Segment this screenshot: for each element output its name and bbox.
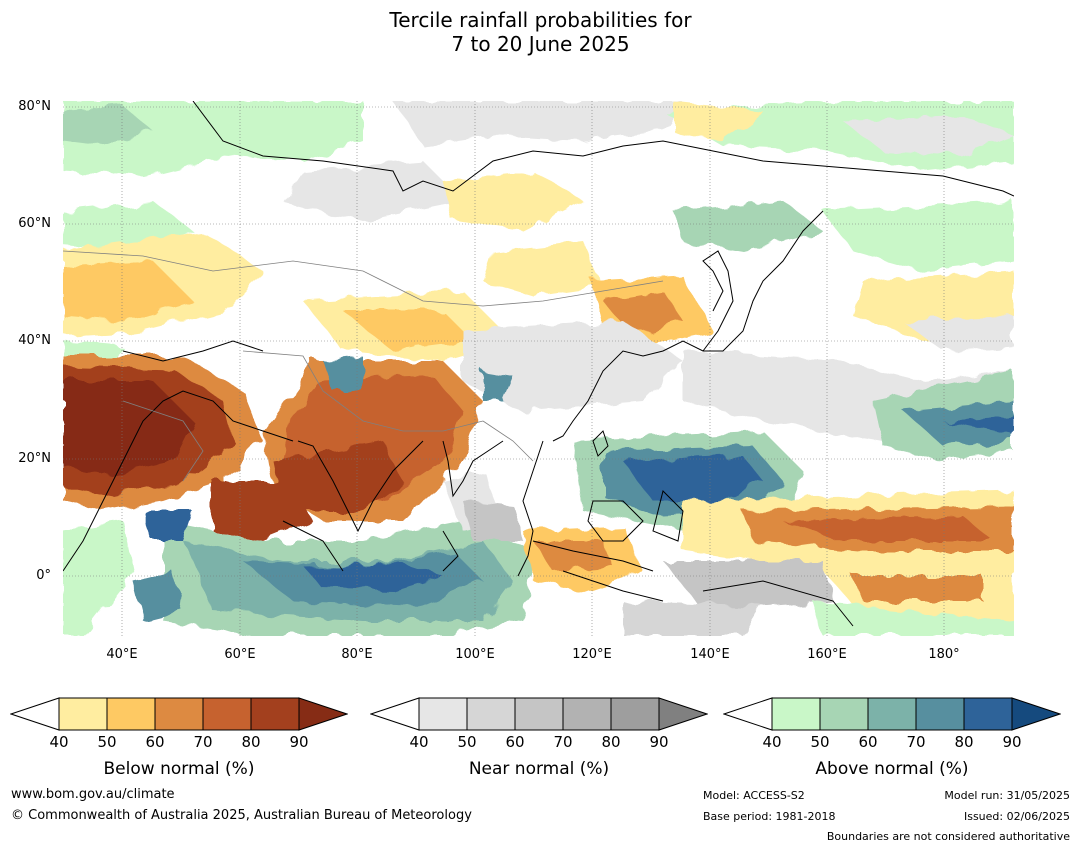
below-tick-70: 70 [193, 733, 213, 751]
below-normal-label: Below normal (%) [103, 759, 255, 779]
country-borders [63, 250, 664, 482]
lon-tick-60e: 60°E [224, 647, 256, 662]
near-tick-70: 70 [553, 733, 573, 751]
near-tick-80: 80 [601, 733, 621, 751]
lon-tick-180: 180° [928, 647, 960, 662]
base-period-text: Base period: 1981-2018 [703, 810, 836, 823]
above-normal-colorbar [723, 697, 1061, 731]
below-normal-colorbar [10, 697, 348, 731]
coastlines [63, 101, 1014, 627]
copyright-text: © Commonwealth of Australia 2025, Austra… [11, 808, 472, 823]
below-tick-60: 60 [145, 733, 165, 751]
above-tick-60: 60 [858, 733, 878, 751]
above-lower-arrow [723, 697, 773, 731]
above-tick-50: 50 [810, 733, 830, 751]
lat-tick-0: 0° [36, 568, 51, 583]
boundaries-disclaimer: Boundaries are not considered authoritat… [826, 830, 1070, 843]
below-upper-arrow [298, 697, 348, 731]
lat-tick-20n: 20°N [18, 451, 51, 466]
below-lower-arrow [10, 697, 60, 731]
graticule [63, 101, 1014, 636]
near-tick-60: 60 [505, 733, 525, 751]
above-tick-40: 40 [762, 733, 782, 751]
issued-text: Issued: 02/06/2025 [963, 810, 1070, 823]
below-tick-40: 40 [49, 733, 69, 751]
model-text: Model: ACCESS-S2 [703, 789, 805, 802]
near-tick-40: 40 [409, 733, 429, 751]
probability-shading [63, 101, 1014, 636]
title-line-1: Tercile rainfall probabilities for [389, 8, 692, 32]
lat-tick-80n: 80°N [18, 99, 51, 114]
title-line-2: 7 to 20 June 2025 [451, 32, 630, 56]
lon-tick-160e: 160°E [807, 647, 847, 662]
lon-tick-40e: 40°E [106, 647, 138, 662]
near-tick-90: 90 [649, 733, 669, 751]
lon-tick-120e: 120°E [572, 647, 612, 662]
lat-tick-60n: 60°N [18, 216, 51, 231]
website-link[interactable]: www.bom.gov.au/climate [11, 787, 175, 802]
map-title: Tercile rainfall probabilities for 7 to … [0, 8, 1081, 56]
above-tick-70: 70 [906, 733, 926, 751]
below-tick-80: 80 [241, 733, 261, 751]
near-tick-50: 50 [457, 733, 477, 751]
near-lower-arrow [370, 697, 420, 731]
rainfall-probability-map [63, 101, 1014, 636]
above-upper-arrow [1011, 697, 1061, 731]
lon-tick-140e: 140°E [690, 647, 730, 662]
above-tick-80: 80 [954, 733, 974, 751]
near-normal-colorbar [370, 697, 708, 731]
lat-tick-40n: 40°N [18, 333, 51, 348]
below-tick-90: 90 [289, 733, 309, 751]
near-normal-label: Near normal (%) [468, 759, 610, 779]
lon-tick-100e: 100°E [455, 647, 495, 662]
model-run-text: Model run: 31/05/2025 [944, 789, 1070, 802]
lon-tick-80e: 80°E [341, 647, 373, 662]
above-tick-90: 90 [1002, 733, 1022, 751]
near-upper-arrow [658, 697, 708, 731]
above-normal-label: Above normal (%) [815, 759, 969, 779]
below-tick-50: 50 [97, 733, 117, 751]
